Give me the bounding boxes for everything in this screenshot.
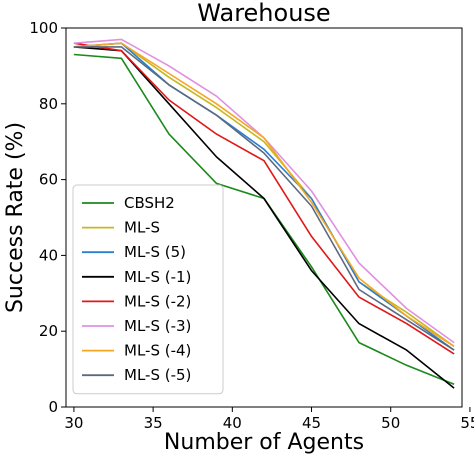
y-axis-ticks: 0 20 40 60 80 100 [29,19,66,416]
x-tick-label: 30 [64,414,83,432]
x-tick-label: 35 [144,414,163,432]
legend-label: ML-S [124,219,160,237]
y-axis-label: Success Rate (%) [3,122,28,313]
x-tick-label: 55 [460,414,474,432]
series-line-6 [73,42,455,348]
y-tick-label: 60 [39,171,58,189]
x-tick-label: 45 [302,414,321,432]
series-line-4 [73,42,455,355]
x-axis-label: Number of Agents [164,430,364,455]
x-tick-label: 50 [381,414,400,432]
y-tick-label: 20 [39,322,58,340]
series-line-1 [73,42,455,348]
y-tick-label: 40 [39,246,58,264]
y-tick-label: 100 [29,19,58,37]
legend-label: ML-S (-3) [124,317,191,335]
x-axis-ticks: 30 35 40 45 50 55 [64,407,474,432]
legend-label: CBSH2 [124,194,175,212]
series-line-2 [73,42,455,351]
legend-box [72,184,224,395]
series-line-3 [73,46,455,389]
plot-lines [73,38,455,389]
legend-label: ML-S (5) [124,243,186,261]
legend-label: ML-S (-1) [124,268,191,286]
plot-frame [65,27,463,408]
legend-label: ML-S (-4) [124,342,191,360]
x-tick-label: 40 [223,414,242,432]
legend-label: ML-S (-5) [124,366,191,384]
series-line-7 [73,46,455,351]
y-tick-label: 0 [48,398,58,416]
legend: CBSH2 ML-S ML-S (5) ML-S (-1) ML-S (-2) ML-S … [72,184,224,395]
chart-title: Warehouse [197,0,330,27]
legend-label: ML-S (-2) [124,292,191,310]
y-tick-label: 80 [39,95,58,113]
